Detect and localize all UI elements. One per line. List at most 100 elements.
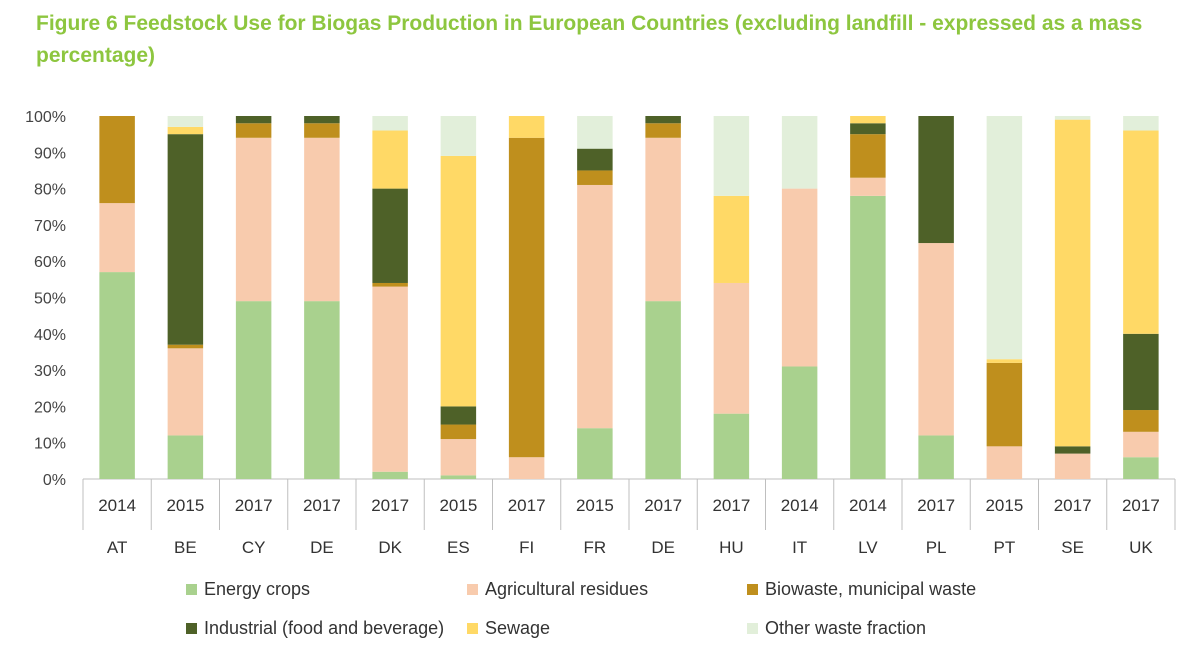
- x-country-label: FI: [519, 538, 534, 557]
- bar-segment-lv-0: [850, 195, 886, 480]
- bar-segment-pl-0: [918, 435, 954, 479]
- bar-segment-uk-1: [1123, 431, 1159, 458]
- x-country-label: LV: [858, 538, 878, 557]
- bar-segment-de-2: [645, 123, 681, 138]
- bar-segment-fr-3: [577, 148, 613, 171]
- bar-segment-hu-1: [713, 282, 750, 414]
- legend-item: Sewage: [467, 618, 550, 639]
- bar-segment-cy-3: [235, 116, 272, 124]
- x-year-label: 2017: [1054, 496, 1092, 515]
- x-country-label: DK: [378, 538, 402, 557]
- bar-segment-pt-4: [986, 359, 1023, 363]
- x-year-label: 2014: [98, 496, 136, 515]
- bar-segment-fi-4: [508, 116, 545, 138]
- legend-item: Industrial (food and beverage): [186, 618, 444, 639]
- bar-segment-lv-2: [850, 134, 886, 178]
- x-year-label: 2017: [644, 496, 682, 515]
- x-year-label: 2017: [917, 496, 955, 515]
- legend-swatch: [186, 584, 197, 595]
- legend-swatch: [467, 584, 478, 595]
- legend-label: Industrial (food and beverage): [204, 618, 445, 638]
- x-year-label: 2015: [985, 496, 1023, 515]
- x-country-label: HU: [719, 538, 744, 557]
- bar-segment-fr-5: [577, 116, 613, 149]
- bar-segment-es-5: [440, 116, 477, 156]
- bar-segment-hu-0: [713, 413, 750, 479]
- x-year-label: 2017: [508, 496, 546, 515]
- bar-segment-dk-5: [372, 116, 408, 131]
- bar-segment-es-4: [440, 155, 477, 407]
- legend-swatch: [747, 623, 758, 634]
- y-tick-label: 60%: [34, 254, 66, 271]
- bar-segment-pl-1: [918, 243, 954, 436]
- bar-segment-es-3: [440, 406, 477, 425]
- bar-segment-pt-1: [986, 446, 1023, 479]
- legend-label: Sewage: [485, 618, 551, 638]
- bar-segment-be-1: [167, 348, 204, 436]
- bar-segment-de-3: [645, 116, 681, 124]
- legend-label: Energy crops: [204, 579, 311, 599]
- bar-segment-se-1: [1054, 453, 1091, 479]
- x-year-label: 2017: [1122, 496, 1160, 515]
- y-tick-label: 20%: [34, 399, 66, 416]
- legend-swatch: [747, 584, 758, 595]
- bar-segment-pt-5: [986, 116, 1023, 360]
- bar-segment-it-0: [781, 366, 818, 479]
- bar-segment-hu-4: [713, 195, 750, 283]
- bar-segment-pt-2: [986, 362, 1023, 447]
- bar-segment-se-4: [1054, 119, 1091, 447]
- legend-swatch: [467, 623, 478, 634]
- chart-legend: Energy crops Agricultural residues Biowast…: [0, 575, 1200, 650]
- y-tick-label: 40%: [34, 327, 66, 344]
- bar-segment-de-3: [304, 116, 340, 124]
- bar-segment-dk-0: [372, 471, 408, 479]
- bar-segment-be-4: [167, 126, 204, 135]
- bar-segment-de-1: [645, 137, 681, 302]
- bar-segment-dk-2: [372, 282, 408, 287]
- y-tick-label: 80%: [34, 182, 66, 199]
- y-tick-label: 100%: [25, 109, 66, 126]
- y-tick-label: 0%: [43, 472, 66, 489]
- x-country-label: UK: [1129, 538, 1153, 557]
- bar-segment-fr-0: [577, 428, 613, 479]
- x-year-label: 2017: [712, 496, 750, 515]
- y-tick-label: 10%: [34, 436, 66, 453]
- bar-segment-fi-2: [508, 137, 545, 458]
- bar-segment-lv-1: [850, 177, 886, 196]
- bar-segment-at-2: [99, 116, 135, 204]
- x-country-label: ES: [447, 538, 470, 557]
- y-tick-label: 70%: [34, 218, 66, 235]
- x-country-label: BE: [174, 538, 197, 557]
- bar-segment-it-1: [781, 188, 818, 367]
- x-year-label: 2015: [576, 496, 614, 515]
- legend-item: Biowaste, municipal waste: [747, 579, 976, 600]
- bar-segment-de-2: [304, 123, 340, 138]
- bar-segment-se-5: [1054, 116, 1091, 120]
- bar-segment-uk-3: [1123, 333, 1159, 411]
- x-year-label: 2014: [781, 496, 819, 515]
- bar-segment-dk-1: [372, 286, 408, 472]
- x-year-label: 2015: [439, 496, 477, 515]
- bar-segment-de-0: [304, 301, 340, 479]
- bar-segment-uk-0: [1123, 457, 1159, 479]
- bar-segment-hu-5: [713, 116, 750, 196]
- x-country-label: DE: [651, 538, 675, 557]
- bar-segment-cy-2: [235, 123, 272, 138]
- bar-segment-lv-3: [850, 123, 886, 135]
- x-country-label: PT: [994, 538, 1016, 557]
- x-country-label: FR: [584, 538, 607, 557]
- bar-segment-it-5: [781, 116, 818, 189]
- bar-segment-cy-0: [235, 301, 272, 479]
- x-country-label: SE: [1061, 538, 1084, 557]
- bar-segment-pl-3: [918, 116, 954, 244]
- bar-segment-se-3: [1054, 446, 1091, 454]
- bar-segment-lv-4: [850, 116, 886, 124]
- x-country-label: AT: [107, 538, 127, 557]
- bar-segment-be-3: [167, 134, 204, 345]
- legend-swatch: [186, 623, 197, 634]
- y-tick-label: 30%: [34, 363, 66, 380]
- legend-label: Other waste fraction: [765, 618, 927, 638]
- x-country-label: IT: [792, 538, 807, 557]
- bar-segment-dk-3: [372, 188, 408, 283]
